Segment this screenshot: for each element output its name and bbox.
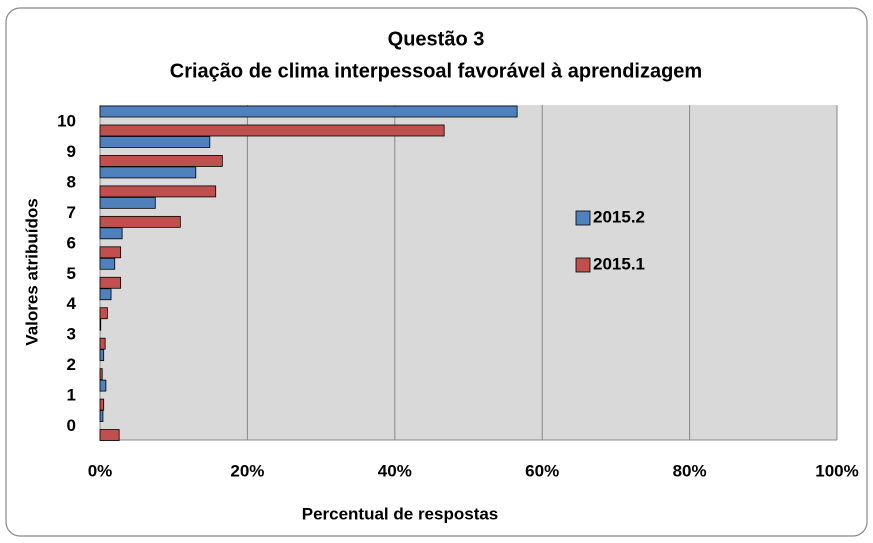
x-tick-label: 0% (88, 461, 113, 480)
bar (99, 166, 197, 179)
y-tick-label: 3 (67, 325, 76, 344)
plot-area (100, 105, 837, 440)
bar (99, 410, 104, 422)
x-tick-label: 80% (673, 461, 707, 480)
x-tick-label: 20% (230, 461, 264, 480)
bar (99, 196, 156, 209)
y-tick-label: 9 (67, 142, 76, 161)
bar (99, 379, 107, 392)
y-tick-label: 1 (67, 386, 76, 405)
bar (99, 307, 108, 320)
bar (99, 276, 122, 289)
bar (99, 368, 103, 381)
bar (99, 124, 445, 137)
chart-subtitle: Criação de clima interpessoal favorável … (170, 60, 702, 82)
y-axis-title: Valores atribuídos (22, 198, 41, 345)
y-tick-label: 7 (67, 203, 76, 222)
bar (99, 215, 181, 228)
x-axis-title: Percentual de respostas (302, 504, 499, 523)
y-tick-label: 2 (67, 355, 76, 374)
x-tick-label: 60% (525, 461, 559, 480)
legend-swatch (575, 210, 591, 226)
bar (99, 398, 105, 411)
y-tick-label: 4 (67, 294, 77, 313)
x-tick-label: 40% (378, 461, 412, 480)
y-tick-label: 0 (67, 416, 76, 435)
bar (99, 349, 105, 362)
chart-title: Questão 3 (388, 28, 485, 50)
y-tick-label: 10 (57, 111, 76, 130)
bar (99, 227, 123, 240)
y-tick-label: 5 (67, 264, 76, 283)
y-tick-label: 8 (67, 172, 76, 191)
legend-swatch (575, 257, 591, 273)
bar (99, 105, 518, 118)
legend-label: 2015.2 (593, 207, 645, 226)
bar (99, 257, 116, 270)
bar (99, 246, 122, 259)
bar (99, 288, 112, 301)
y-tick-label: 6 (67, 233, 76, 252)
bar (99, 155, 223, 167)
bar (99, 337, 106, 350)
x-tick-label: 100% (815, 461, 858, 480)
legend-label: 2015.1 (593, 254, 645, 273)
bar (99, 318, 102, 331)
bar (99, 429, 120, 441)
bar (99, 136, 211, 148)
bar (99, 185, 217, 198)
